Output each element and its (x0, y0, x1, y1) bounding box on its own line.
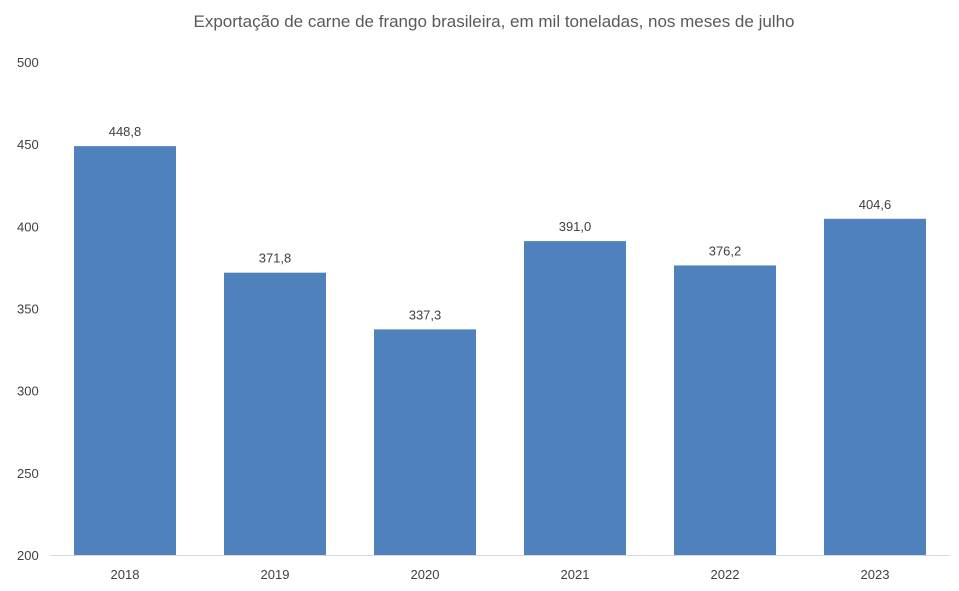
data-label-2019: 371,8 (259, 251, 292, 266)
y-tick-label: 200 (17, 548, 39, 563)
bar-2022 (674, 265, 776, 555)
bar-2023 (824, 218, 926, 556)
y-tick-label: 450 (17, 137, 39, 152)
y-axis: 200 250 300 350 400 450 500 (17, 55, 39, 563)
data-label-2018: 448,8 (109, 124, 142, 139)
y-tick-label: 500 (17, 55, 39, 70)
x-axis: 2018 2019 2020 2021 2022 2023 (111, 567, 890, 582)
bar-2018 (74, 146, 176, 555)
y-tick-label: 350 (17, 302, 39, 317)
x-tick-label-2022: 2022 (711, 567, 740, 582)
bar-2019 (224, 272, 326, 555)
bar-2021 (524, 241, 626, 555)
chart-title: Exportação de carne de frango brasileira… (193, 12, 794, 31)
data-label-2020: 337,3 (409, 307, 442, 322)
data-label-2022: 376,2 (709, 243, 742, 258)
y-tick-label: 250 (17, 466, 39, 481)
y-tick-label: 300 (17, 384, 39, 399)
x-tick-label-2023: 2023 (861, 567, 890, 582)
y-tick-label: 400 (17, 219, 39, 234)
x-tick-label-2020: 2020 (411, 567, 440, 582)
bar-2020 (374, 329, 476, 555)
x-tick-label-2018: 2018 (111, 567, 140, 582)
data-label-2023: 404,6 (859, 197, 892, 212)
bars: 448,8 371,8 337,3 391,0 376,2 404,6 (74, 124, 926, 556)
data-label-2021: 391,0 (559, 219, 592, 234)
x-tick-label-2019: 2019 (261, 567, 290, 582)
x-tick-label-2021: 2021 (561, 567, 590, 582)
